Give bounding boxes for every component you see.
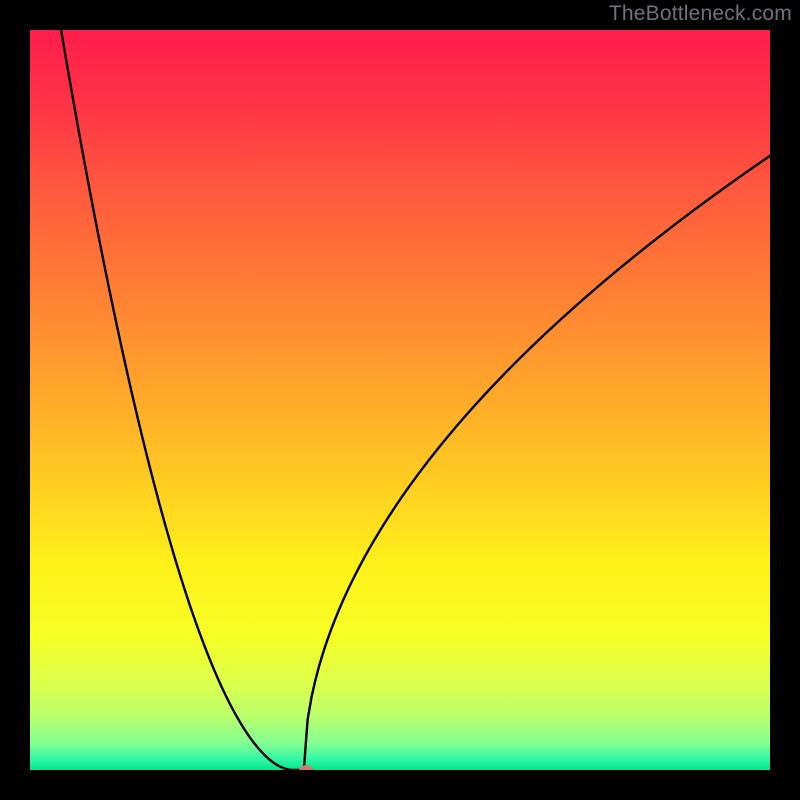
plot-area (30, 30, 770, 770)
gradient-background (30, 30, 770, 770)
chart-frame: TheBottleneck.com (0, 0, 800, 800)
plot-svg (30, 30, 770, 770)
watermark-text: TheBottleneck.com (609, 2, 792, 26)
